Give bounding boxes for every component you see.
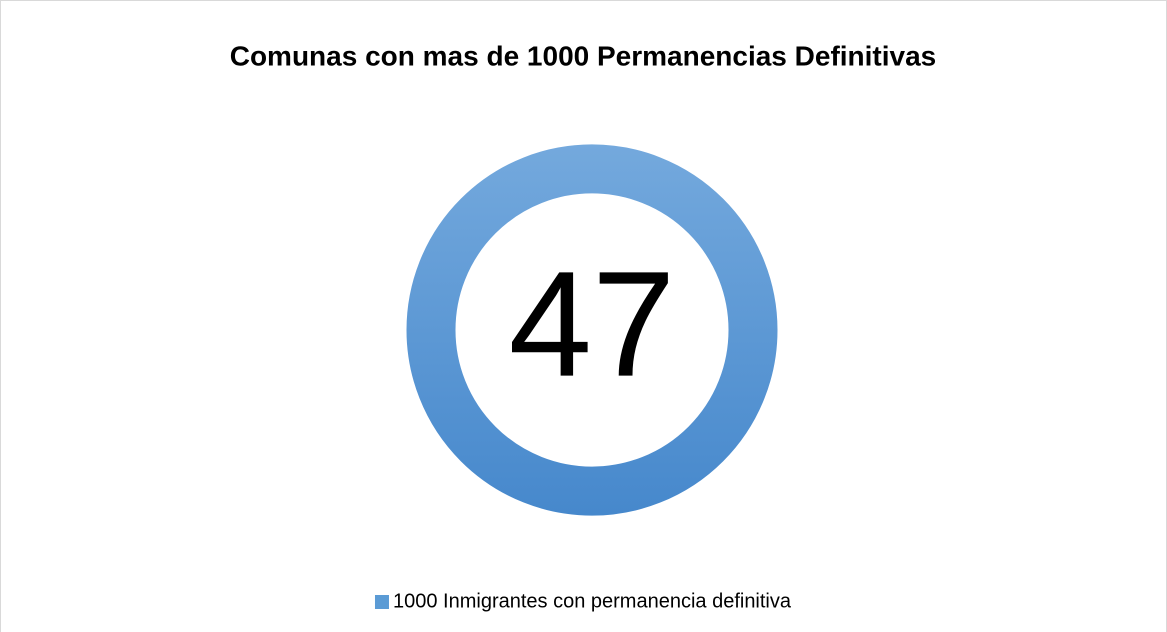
doughnut-segment bbox=[405, 143, 779, 517]
legend-label: 1000 Inmigrantes con permanencia definit… bbox=[393, 590, 792, 612]
chart-title: Comunas con mas de 1000 Permanencias Def… bbox=[230, 40, 937, 71]
data-label: 47 bbox=[509, 240, 676, 408]
legend-swatch bbox=[374, 595, 389, 609]
